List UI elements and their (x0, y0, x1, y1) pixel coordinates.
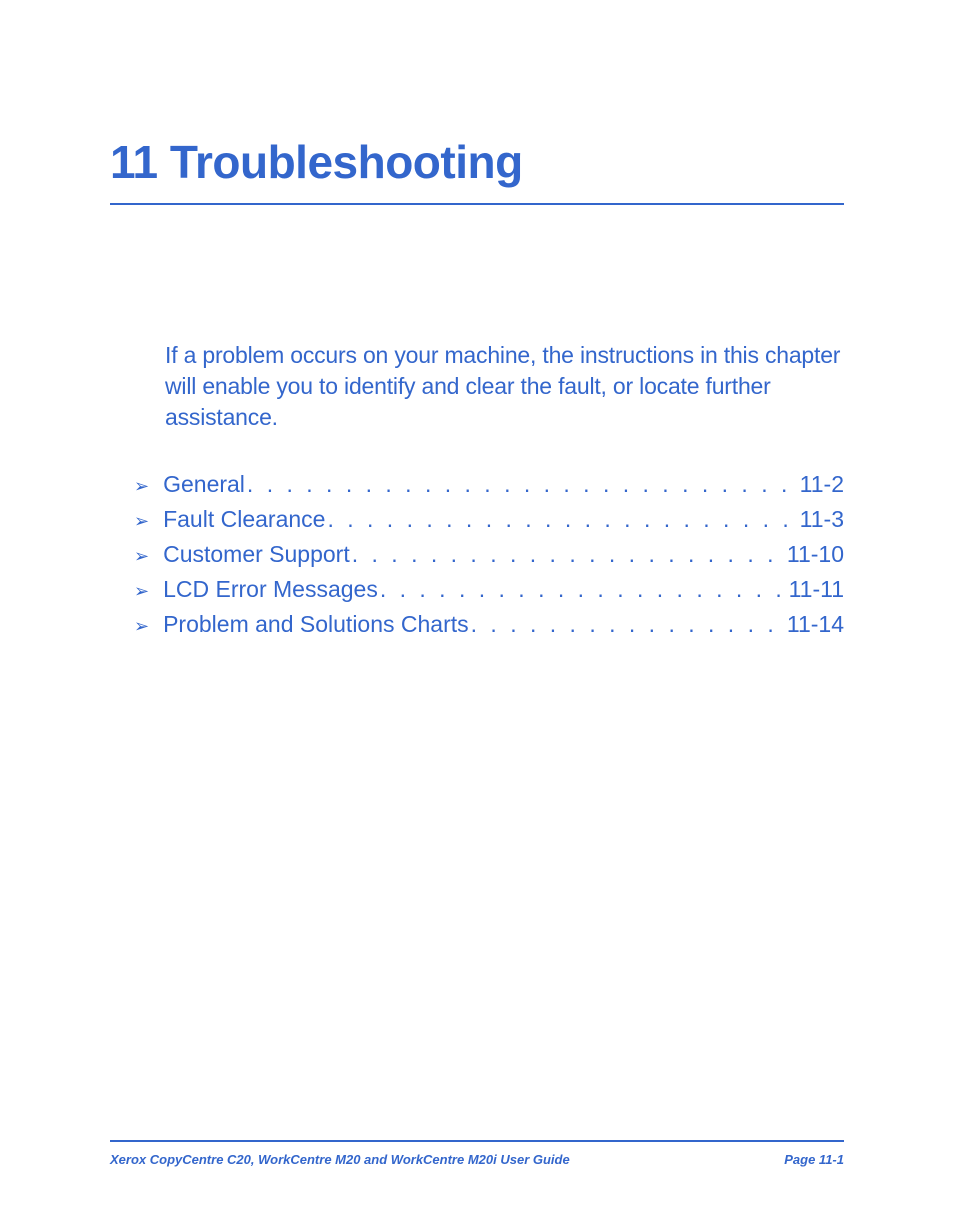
footer-divider (110, 1140, 844, 1142)
toc-leader: . . . . . . . . . . . . . . . . . . . . … (325, 506, 795, 533)
toc-bullet-icon: ➢ (134, 511, 149, 532)
toc-item-page: 11-10 (783, 541, 844, 568)
footer-left: Xerox CopyCentre C20, WorkCentre M20 and… (110, 1152, 570, 1167)
title-divider (110, 203, 844, 205)
toc-bullet-icon: ➢ (134, 476, 149, 497)
toc-leader: . . . . . . . . . . . . . . . . . . . . … (350, 541, 783, 568)
toc-leader: . . . . . . . . . . . . . . . . . . . . … (378, 576, 785, 603)
toc-item[interactable]: ➢ LCD Error Messages . . . . . . . . . . … (134, 576, 844, 603)
toc-item[interactable]: ➢ Customer Support . . . . . . . . . . . … (134, 541, 844, 568)
toc-item-page: 11-11 (785, 576, 844, 603)
toc-leader: . . . . . . . . . . . . . . . . . . . . … (245, 471, 796, 498)
toc-item[interactable]: ➢ Fault Clearance . . . . . . . . . . . .… (134, 506, 844, 533)
toc-item-page: 11-3 (796, 506, 844, 533)
chapter-title: 11 Troubleshooting (110, 135, 844, 189)
page-footer: Xerox CopyCentre C20, WorkCentre M20 and… (110, 1140, 844, 1167)
toc-item-label: General (163, 471, 245, 498)
toc-list: ➢ General . . . . . . . . . . . . . . . .… (134, 471, 844, 638)
toc-item-label: LCD Error Messages (163, 576, 378, 603)
toc-item-page: 11-2 (796, 471, 844, 498)
toc-item[interactable]: ➢ General . . . . . . . . . . . . . . . .… (134, 471, 844, 498)
toc-item-label: Customer Support (163, 541, 350, 568)
toc-bullet-icon: ➢ (134, 581, 149, 602)
toc-item-page: 11-14 (783, 611, 844, 638)
toc-bullet-icon: ➢ (134, 546, 149, 567)
toc-item-label: Problem and Solutions Charts (163, 611, 469, 638)
intro-text: If a problem occurs on your machine, the… (165, 340, 844, 433)
toc-leader: . . . . . . . . . . . . . . . . . . . . … (469, 611, 783, 638)
toc-item[interactable]: ➢ Problem and Solutions Charts . . . . . … (134, 611, 844, 638)
toc-bullet-icon: ➢ (134, 616, 149, 637)
footer-right: Page 11-1 (784, 1152, 844, 1167)
toc-item-label: Fault Clearance (163, 506, 325, 533)
